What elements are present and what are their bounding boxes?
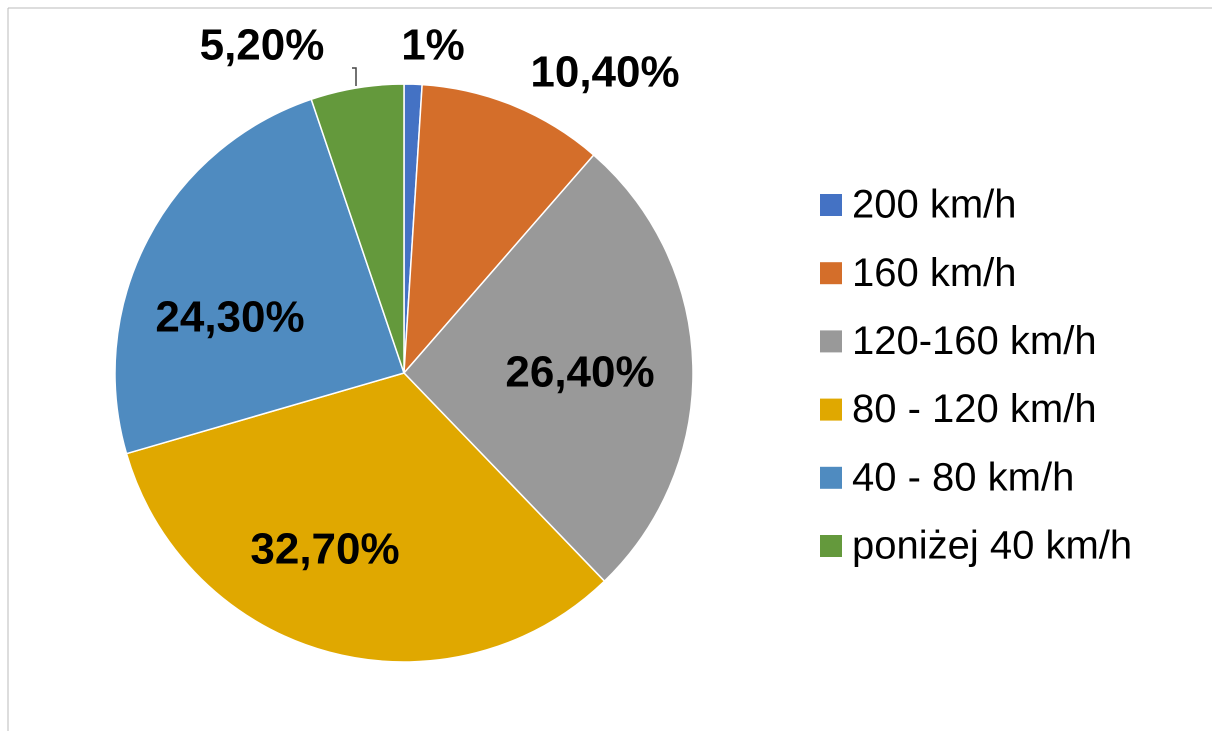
data-label: 5,20% [200,21,325,70]
legend-swatch [820,194,842,216]
legend-label: 200 km/h [852,183,1017,227]
data-label: 26,40% [505,348,654,397]
data-label: 32,70% [250,525,399,574]
data-label: 24,30% [155,293,304,342]
legend-swatch [820,398,842,421]
legend-label: 80 - 120 km/h [852,387,1097,431]
pie-slice [402,153,694,583]
legend-label: 40 - 80 km/h [852,455,1074,499]
data-label: 1% [401,21,465,70]
pie-slice [114,98,405,455]
pie-slice [403,83,595,376]
legend-swatch [820,262,842,285]
pie-slice [310,83,405,374]
legend-swatch [820,330,842,353]
legend-swatch [820,535,842,557]
legend-label: poniżej 40 km/h [852,524,1132,568]
legend-swatch [820,466,842,489]
leader-line [352,67,357,86]
legend-label: 120-160 km/h [852,319,1097,363]
pie-slice [125,372,606,663]
data-label: 10,40% [530,48,679,97]
legend-label: 160 km/h [852,251,1017,295]
